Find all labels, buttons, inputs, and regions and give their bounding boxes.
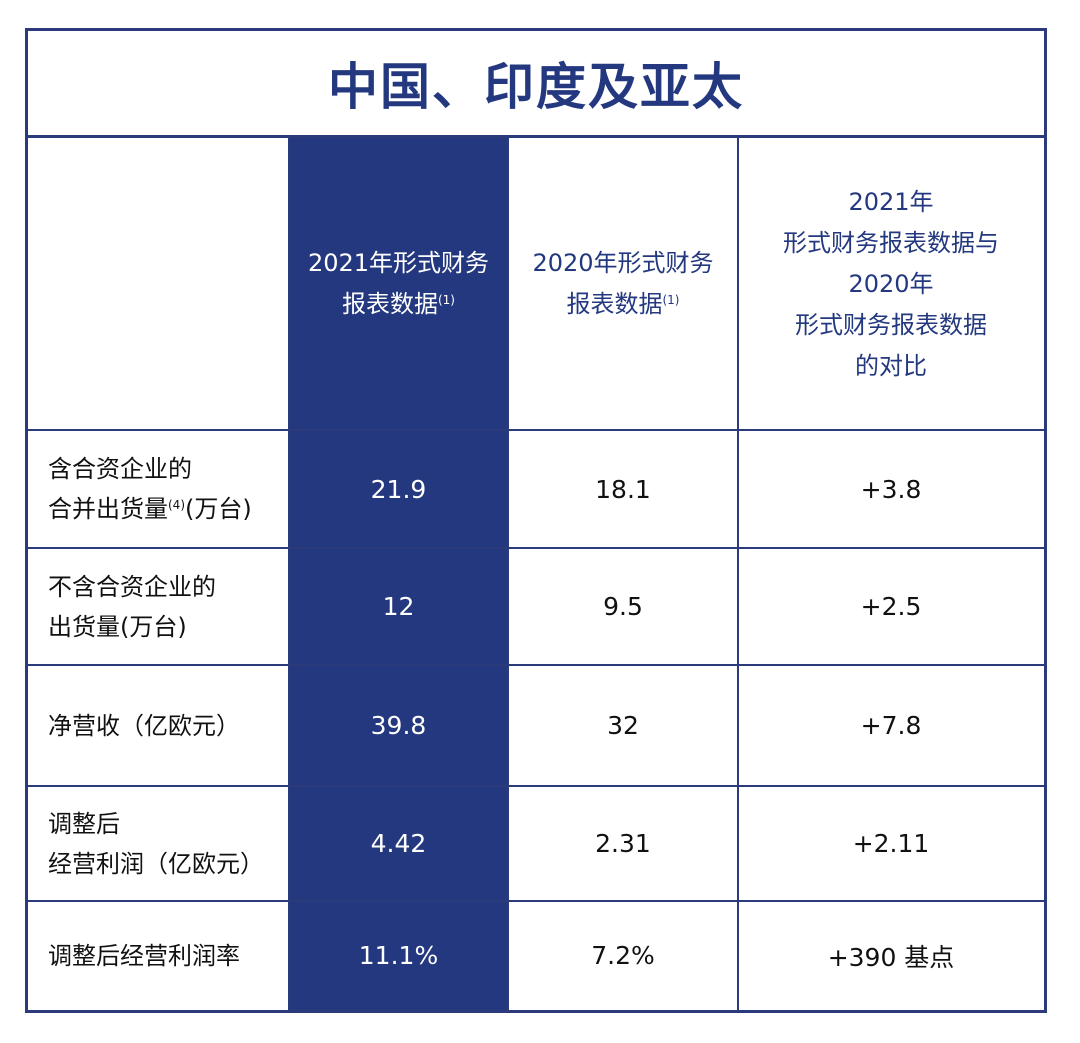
cell-2020: 7.2% [591, 941, 655, 970]
row-label-net-revenue: 净营收（亿欧元） [28, 665, 289, 786]
cell-2021: 11.1% [289, 901, 508, 1010]
col-divider [507, 138, 509, 1010]
cell-2020: 32 [607, 711, 639, 740]
row-divider [28, 900, 1044, 902]
header-cmp-l2: 形式财务报表数据与 [783, 228, 999, 257]
header-cmp-l3: 2020年 [848, 269, 934, 298]
cell-2021: 21.9 [289, 430, 508, 548]
header-2020: 2020年形式财务报表数据(1) [508, 138, 738, 430]
table-title: 中国、印度及亚太 [28, 31, 1044, 138]
row-divider [28, 785, 1044, 787]
cell-2020: 2.31 [595, 829, 651, 858]
cell-2021: 4.42 [289, 786, 508, 901]
cell-2021: 12 [289, 548, 508, 665]
header-cmp-l1: 2021年 [848, 187, 934, 216]
row-label-adj-operating-profit: 调整后经营利润（亿欧元） [28, 786, 289, 901]
header-2021-line1: 2021年形式财务 [307, 249, 490, 277]
row-label-line2: 经营利润（亿欧元） [48, 849, 264, 878]
cell-diff: +3.8 [860, 474, 922, 504]
row-label-unit: (万台) [185, 495, 252, 523]
cell-2021: 39.8 [289, 665, 508, 786]
footnote-marker: (1) [662, 293, 680, 307]
row-label-line1: 净营收（亿欧元） [48, 711, 240, 740]
row-label-line2: 合并出货量 [48, 495, 168, 523]
cell-2020: 18.1 [595, 474, 651, 504]
cell-diff: +2.11 [852, 829, 930, 858]
cell-diff: +2.5 [860, 592, 922, 621]
header-2020-line1: 2020年形式财务 [532, 249, 714, 277]
cell-diff: +390 基点 [827, 942, 955, 972]
header-cmp-l5: 的对比 [855, 351, 927, 380]
row-label-line1: 含合资企业的 [48, 455, 192, 483]
row-divider [28, 664, 1044, 666]
row-label-shipments-excl-jv: 不含合资企业的 出货量(万台) [28, 548, 289, 665]
col-divider [288, 138, 290, 1010]
row-label-adj-operating-margin: 调整后经营利润率 [28, 901, 289, 1010]
footnote-marker: (1) [437, 293, 455, 307]
header-comparison: 2021年形式财务报表数据与 2020年形式财务报表数据 的对比 [738, 138, 1044, 430]
row-label-line1: 不含合资企业的 [48, 572, 216, 601]
header-2020-line2: 报表数据 [566, 290, 663, 318]
row-divider [28, 429, 1044, 431]
row-label-shipments-jv: 含合资企业的 合并出货量(4)(万台) [28, 430, 289, 548]
header-2021-line2: 报表数据 [341, 290, 438, 318]
header-2021: 2021年形式财务报表数据(1) [289, 138, 508, 430]
row-label-line1: 调整后 [48, 809, 120, 838]
row-label-line2: 出货量(万台) [48, 612, 187, 641]
row-label-line1: 调整后经营利润率 [48, 941, 240, 970]
data-table: 中国、印度及亚太 2021年形式财务 报表数据(1) 2020年形式财务 报表数据(… [25, 28, 1047, 1013]
footnote-marker: (4) [168, 498, 185, 512]
cell-2020: 9.5 [603, 592, 643, 621]
cell-diff: +7.8 [860, 711, 922, 740]
col-divider [737, 138, 739, 1010]
header-cmp-l4: 形式财务报表数据 [795, 310, 987, 339]
row-divider [28, 547, 1044, 549]
